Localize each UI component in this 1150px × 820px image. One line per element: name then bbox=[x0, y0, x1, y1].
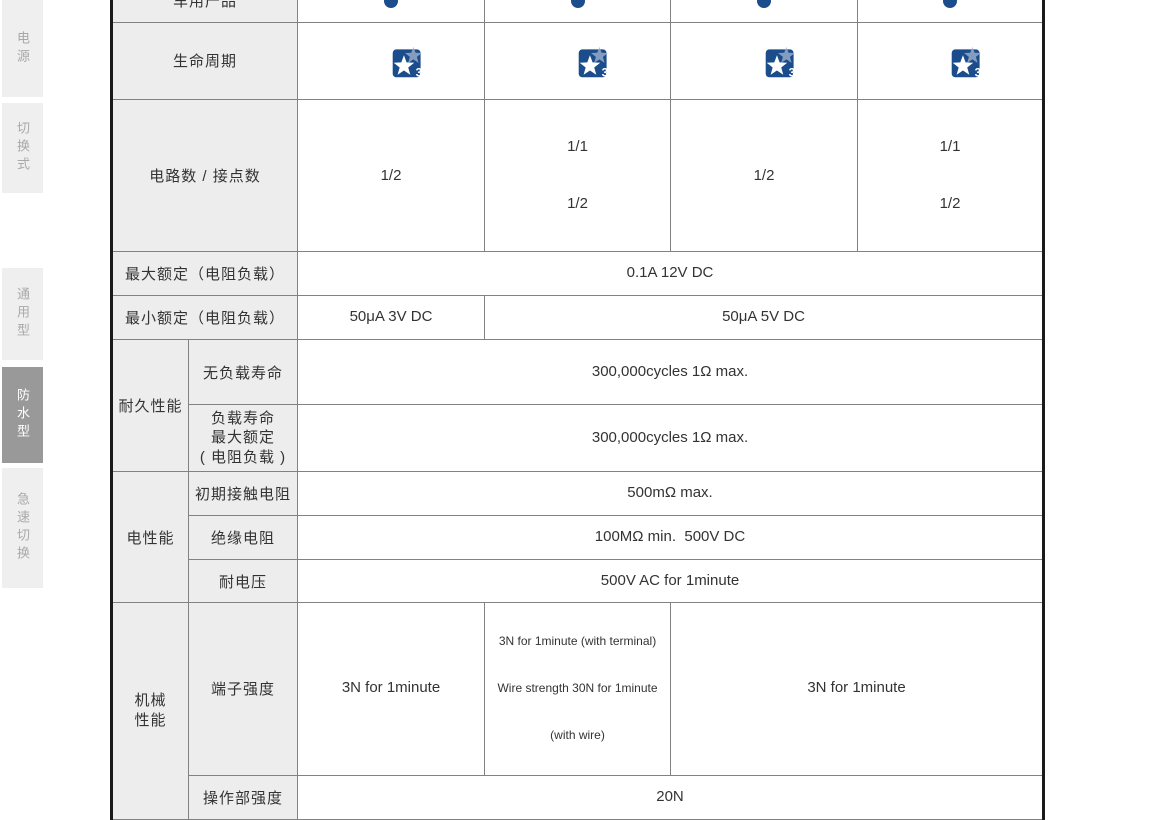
row-car-product: 车用产品 bbox=[110, 0, 1045, 23]
sidebar-item-toggle-type[interactable]: 切换式 bbox=[2, 103, 43, 193]
lifecycle-star-icon: 3 bbox=[951, 46, 981, 79]
group-label-mechanical: 机械 性能 bbox=[111, 602, 189, 820]
row-max-rating: 最大额定（电阻负载） 0.1A 12V DC bbox=[110, 251, 1045, 296]
row-voltage-proof: 耐电压 500V AC for 1minute bbox=[112, 559, 1045, 603]
car-product-cell bbox=[670, 0, 859, 23]
row-min-rating: 最小额定（电阻负载） 50μA 3V DC 50μA 5V DC bbox=[110, 295, 1045, 340]
row-label-terminal-strength: 端子强度 bbox=[187, 602, 299, 776]
circuits-cell: 1/2 bbox=[670, 98, 859, 252]
row-terminal-strength: 机械 性能 端子强度 3N for 1minute 3N for 1minute… bbox=[111, 602, 1045, 820]
sidebar-item-quick-switch[interactable]: 急速切换 bbox=[2, 468, 43, 588]
circuits-cell: 1/1 1/2 bbox=[857, 98, 1045, 252]
terminal-strength-col1-value: 3N for 1minute bbox=[297, 602, 486, 776]
lifecycle-cell: 3 bbox=[670, 22, 859, 100]
row-load-life: 负载寿命 最大额定 ( 电阻负载 ) 300,000cycles 1Ω max. bbox=[112, 404, 1045, 472]
svg-text:3: 3 bbox=[602, 66, 609, 79]
circuits-value: 1/2 bbox=[753, 166, 775, 184]
group-label-electrical: 电性能 bbox=[111, 471, 189, 603]
row-insulation-resistance: 绝缘电阻 100MΩ min. 500V DC bbox=[112, 515, 1045, 560]
row-label-min-rating: 最小额定（电阻负载） bbox=[110, 295, 299, 340]
sidebar-item-waterproof-type[interactable]: 防水型 bbox=[2, 367, 43, 463]
row-label-initial-contact-resistance: 初期接触电阻 bbox=[187, 471, 299, 516]
lifecycle-star-icon: 3 bbox=[765, 46, 795, 79]
lifecycle-star-icon: 3 bbox=[578, 46, 609, 79]
row-circuits: 电路数 / 接点数 1/2 1/1 1/2 1/2 1/1 1/2 bbox=[110, 98, 1045, 252]
min-rating-col1-value: 50μA 3V DC bbox=[297, 295, 486, 340]
terminal-strength-merged-value: 3N for 1minute bbox=[670, 602, 1045, 776]
row-initial-contact-resistance: 电性能 初期接触电阻 500mΩ max. bbox=[111, 471, 1045, 603]
car-product-cell bbox=[484, 0, 672, 23]
row-lifecycle: 生命周期 3 3 bbox=[110, 22, 1045, 100]
circuits-cell: 1/2 bbox=[297, 98, 486, 252]
row-label-insulation-resistance: 绝缘电阻 bbox=[187, 515, 299, 560]
mechanical-label-line: 机械 bbox=[134, 692, 167, 710]
min-rating-merged-value: 50μA 5V DC bbox=[484, 295, 1045, 340]
svg-text:3: 3 bbox=[974, 66, 981, 79]
row-label-load-life: 负载寿命 最大额定 ( 电阻负载 ) bbox=[187, 404, 299, 472]
svg-text:3: 3 bbox=[415, 66, 422, 79]
max-rating-value: 0.1A 12V DC bbox=[297, 251, 1045, 296]
terminal-strength-line: Wire strength 30N for 1minute bbox=[497, 680, 658, 695]
row-label-max-rating: 最大额定（电阻负载） bbox=[110, 251, 299, 296]
operating-strength-value: 20N bbox=[297, 774, 1045, 820]
lifecycle-star-icon: 3 bbox=[392, 46, 422, 79]
row-label-no-load-life: 无负载寿命 bbox=[187, 339, 299, 405]
spec-table: 车用产品 生命周期 3 3 bbox=[110, 0, 1046, 820]
sidebar-item-power[interactable]: 电源 bbox=[2, 0, 43, 97]
terminal-strength-line: 3N for 1minute (with terminal) bbox=[498, 634, 657, 649]
lifecycle-cell: 3 bbox=[297, 22, 486, 100]
product-dot-icon bbox=[943, 0, 958, 8]
load-life-label-line: 最大额定 bbox=[211, 429, 276, 447]
load-life-label-line: ( 电阻负载 ) bbox=[199, 448, 287, 466]
mechanical-label-line: 性能 bbox=[134, 711, 167, 729]
lifecycle-cell: 3 bbox=[857, 22, 1045, 100]
row-label-car-product: 车用产品 bbox=[110, 0, 299, 23]
circuits-value: 1/1 bbox=[939, 138, 961, 155]
car-product-cell bbox=[857, 0, 1045, 23]
circuits-value: 1/1 bbox=[567, 138, 588, 155]
voltage-proof-value: 500V AC for 1minute bbox=[297, 559, 1045, 603]
row-label-circuits: 电路数 / 接点数 bbox=[110, 98, 299, 252]
row-label-voltage-proof: 耐电压 bbox=[187, 559, 299, 603]
product-dot-icon bbox=[384, 0, 399, 8]
insulation-resistance-value: 100MΩ min. 500V DC bbox=[297, 515, 1045, 560]
initial-contact-resistance-value: 500mΩ max. bbox=[297, 471, 1045, 516]
row-label-operating-strength: 操作部强度 bbox=[187, 774, 299, 820]
load-life-value: 300,000cycles 1Ω max. bbox=[297, 404, 1045, 472]
terminal-strength-col2-value: 3N for 1minute (with terminal) Wire stre… bbox=[484, 602, 672, 776]
row-label-lifecycle: 生命周期 bbox=[110, 22, 299, 100]
group-label-durability: 耐久性能 bbox=[111, 339, 189, 472]
product-dot-icon bbox=[757, 0, 772, 8]
circuits-cell: 1/1 1/2 bbox=[484, 98, 672, 252]
car-product-cell bbox=[297, 0, 486, 23]
no-load-life-value: 300,000cycles 1Ω max. bbox=[297, 339, 1045, 405]
lifecycle-cell: 3 bbox=[484, 22, 672, 100]
svg-text:3: 3 bbox=[788, 66, 795, 79]
terminal-strength-line: (with wire) bbox=[550, 727, 605, 742]
row-no-load-life: 耐久性能 无负载寿命 300,000cycles 1Ω max. bbox=[111, 339, 1045, 472]
circuits-value: 1/2 bbox=[380, 166, 402, 184]
row-operating-strength: 操作部强度 20N bbox=[112, 774, 1045, 820]
load-life-label-line: 负载寿命 bbox=[211, 409, 276, 427]
sidebar-item-general-type[interactable]: 通用型 bbox=[2, 268, 43, 360]
circuits-value: 1/2 bbox=[567, 195, 588, 212]
circuits-value: 1/2 bbox=[939, 195, 961, 212]
product-dot-icon bbox=[570, 0, 585, 8]
